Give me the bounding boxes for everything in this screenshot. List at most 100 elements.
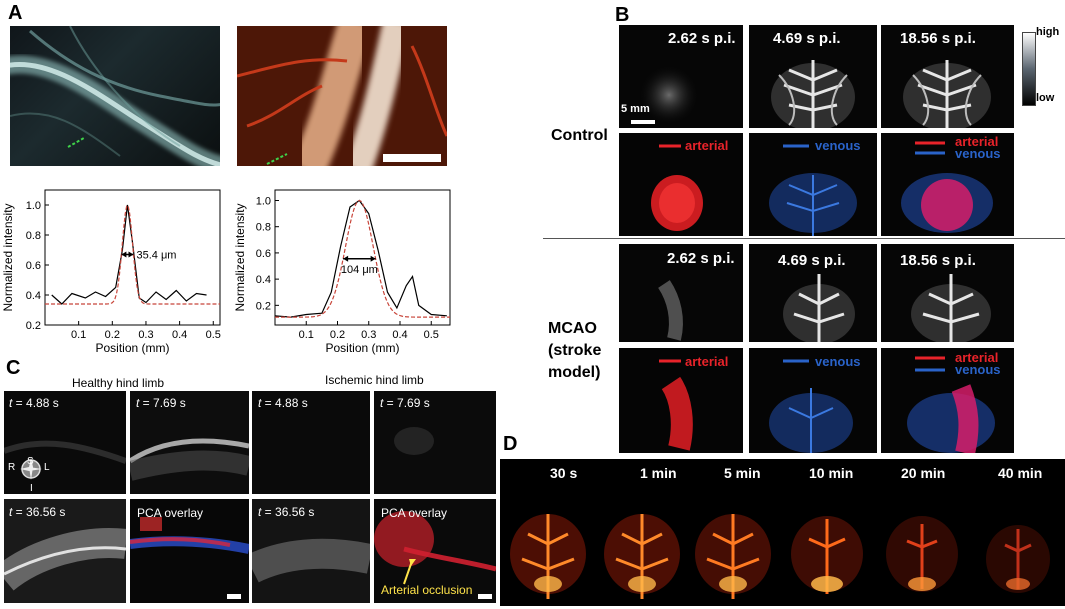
scale-bar [383,154,441,162]
scale-bar [227,594,241,599]
time-label: 5 min [724,465,761,481]
timelapse-frame-4 [781,459,873,606]
x-tick-label: 0.4 [172,329,187,341]
fwhm-arrowhead-left [343,255,349,262]
group-mcao-line-1: MCAO [548,320,597,337]
time-label: t = 4.88 s [9,396,59,410]
control-frame-1 [619,25,743,128]
compass-s: S [27,456,34,467]
mcao-arterial-map [619,348,743,453]
scale-bar-label: 5 mm [621,103,650,115]
x-tick-label: 0.4 [392,329,407,341]
time-label-t: t [9,396,13,410]
arterial-label: arterial [685,354,729,369]
panel-letter-a: A [8,2,23,24]
time-label-value: = 4.88 s [261,396,308,410]
intensity-profile-line [51,204,207,305]
vessel-grayscale-image [10,26,220,166]
x-tick-label: 0.3 [361,329,376,341]
time-label: 4.69 s p.i. [773,30,841,47]
mcao-overlay-map [881,348,1014,453]
venous-label: venous [955,146,1001,161]
time-label: 4.69 s p.i. [778,252,846,269]
plot-frame [274,189,451,326]
time-label-value: = 36.56 s [261,505,315,519]
x-tick-label: 0.5 [424,329,439,341]
x-tick-label: 0.1 [71,329,86,341]
venous-label: venous [815,354,861,369]
time-label-t: t [258,396,262,410]
time-label: 18.56 s p.i. [900,252,976,269]
time-label: 10 min [809,465,854,481]
panel-letter-d: D [503,433,518,455]
fwhm-annotation: 104 μm [341,264,378,276]
timelapse-frame-1 [500,459,590,606]
healthy-frame-3 [4,499,126,603]
time-label: t = 36.56 s [258,505,314,519]
y-tick-label: 1.0 [26,200,41,212]
time-label-value: = 4.88 s [12,396,59,410]
compass-i: I [30,483,33,494]
group-mcao-label: MCAO (stroke model) [548,318,601,384]
y-tick-label: 0.4 [256,274,271,286]
y-tick-label: 0.6 [256,248,271,260]
time-label-t: t [380,396,384,410]
y-tick-label: 0.2 [26,320,41,332]
x-tick-label: 0.5 [206,329,221,341]
colorbar-low-label: low [1036,92,1055,104]
control-arterial-map [619,133,743,236]
timelapse-frame-5 [875,459,969,606]
group-mcao-line-2: (stroke [548,342,602,359]
y-axis-label: Normalized intensity [1,203,15,311]
colorbar [1022,32,1036,106]
arterial-label: arterial [685,138,729,153]
pca-overlay-label: PCA overlay [137,506,204,520]
ischemic-frame-1 [252,391,370,494]
panel-letter-c: C [6,357,21,379]
time-label: 20 min [901,465,946,481]
group-mcao-line-3: model) [548,364,601,381]
x-tick-label: 0.2 [330,329,345,341]
time-label-value: = 36.56 s [12,505,66,519]
time-label-value: = 7.69 s [383,396,430,410]
time-label: 2.62 s p.i. [667,250,735,267]
time-label: 18.56 s p.i. [900,30,976,47]
plot-frame [44,189,221,326]
time-label-t: t [9,505,13,519]
x-tick-label: 0.1 [299,329,314,341]
colorbar-high-label: high [1036,26,1060,38]
x-tick-label: 0.3 [138,329,153,341]
time-label-value: = 7.69 s [139,396,186,410]
venous-label: venous [815,138,861,153]
control-overlay-map [881,133,1014,236]
healthy-frame-2 [130,391,249,494]
y-axis-label: Normalized intensity [233,203,247,311]
control-frame-3 [881,25,1014,128]
fwhm-annotation: 35.4 μm [137,250,177,262]
gaussian-fit-line [275,199,450,318]
ischemic-limb-title: Ischemic hind limb [325,373,424,387]
control-frame-2 [749,25,877,128]
timelapse-frame-6 [971,459,1065,606]
ischemic-frame-2 [374,391,496,494]
mcao-frame-2 [749,244,877,342]
fwhm-arrowhead-right [128,251,134,258]
time-label: 1 min [640,465,677,481]
vessel-colormap-image [237,26,447,166]
fwhm-arrowhead-right [370,255,376,262]
x-axis-label: Position (mm) [325,341,399,355]
fwhm-arrowhead-left [121,251,127,258]
y-tick-label: 0.8 [26,230,41,242]
pca-overlay-label: PCA overlay [381,506,448,520]
intensity-profile-line [274,199,447,318]
time-label: t = 36.56 s [9,505,65,519]
gaussian-fit-line [45,205,220,305]
mcao-venous-map [749,348,877,453]
arterial-label: arterial [955,350,999,365]
time-label-t: t [258,505,262,519]
y-tick-label: 1.0 [256,195,271,207]
compass-r: R [8,462,16,473]
compass-l: L [44,462,50,473]
time-label: t = 7.69 s [380,396,430,410]
profile-chart-1: 0.1 0.2 0.3 0.4 0.5 0.2 0.4 0.6 0.8 1.0 Position (… [1,189,221,355]
